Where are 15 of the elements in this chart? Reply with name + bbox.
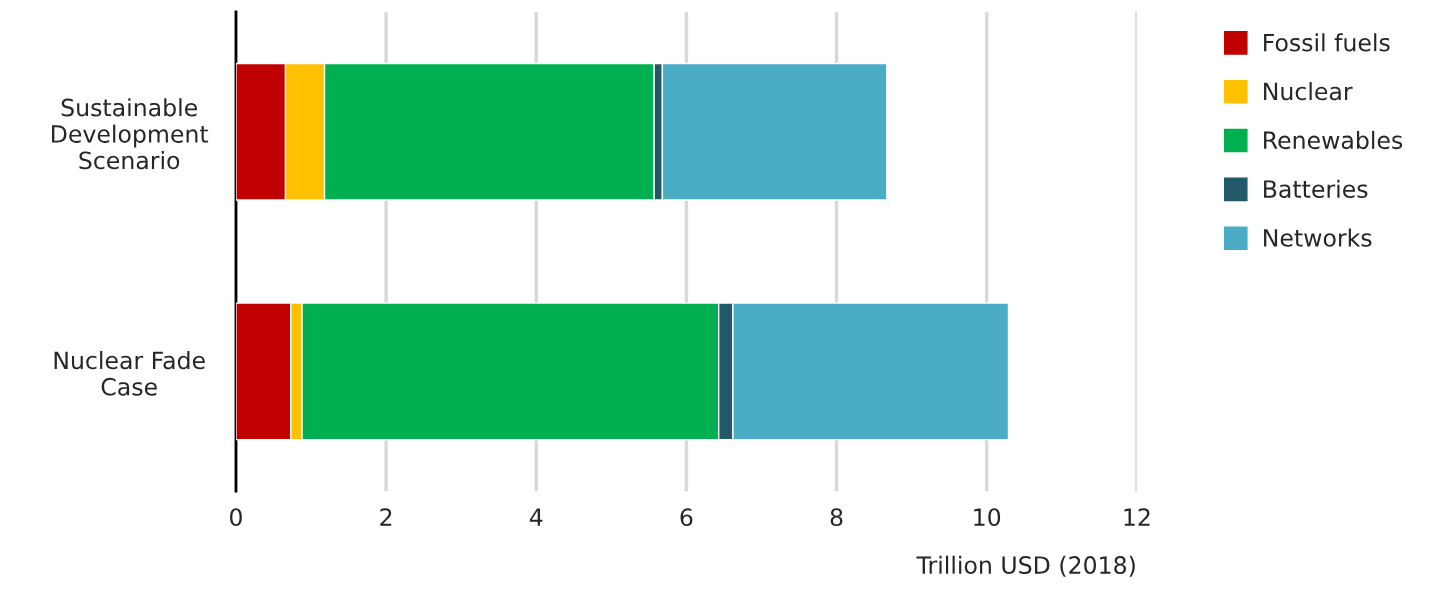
x-tick-label: 12 <box>1124 508 1150 526</box>
legend-label: Nuclear <box>1264 82 1353 101</box>
legend-label: Renewables <box>1264 130 1403 150</box>
y-tick-label: Sustainable Development Scenario <box>52 98 209 170</box>
legend-label: Networks <box>1264 228 1372 247</box>
x-axis-title: Trillion USD (2018) <box>916 555 1135 577</box>
x-tick-label: 2 <box>380 508 392 526</box>
x-tick-label: 4 <box>529 508 543 526</box>
y-tick-label: Nuclear Fade Case <box>54 350 205 396</box>
x-tick-label: 10 <box>974 508 1001 527</box>
x-tick-label: 8 <box>830 508 843 527</box>
legend-label: Fossil fuels <box>1264 33 1390 52</box>
legend-label: Batteries <box>1264 179 1368 198</box>
x-tick-label: 6 <box>680 508 693 527</box>
x-tick-label: 0 <box>230 508 242 527</box>
